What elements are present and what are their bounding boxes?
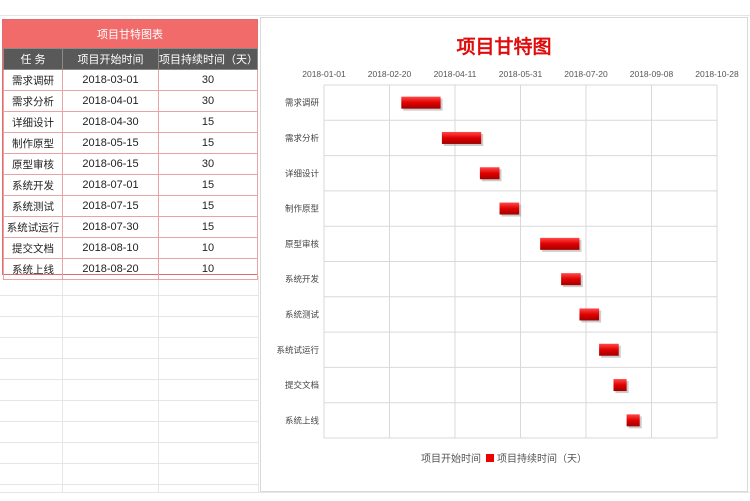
- duration-cell: 30: [158, 153, 258, 175]
- x-tick-label: 2018-02-20: [368, 69, 412, 79]
- table-row: 制作原型 2018-05-15 15: [3, 132, 258, 154]
- duration-cell: 15: [158, 132, 258, 154]
- duration-cell: 10: [158, 237, 258, 259]
- x-tick-label: 2018-04-11: [434, 69, 477, 79]
- duration-bar: [613, 379, 627, 392]
- gantt-chart[interactable]: 项目甘特图 2018-01-01 2018-02-20 2018-04-11 2018…: [260, 17, 748, 492]
- task-cell: 提交文档: [3, 237, 63, 259]
- start-cell: 2018-06-15: [62, 153, 159, 175]
- task-cell: 需求调研: [3, 69, 63, 91]
- chart-legend: 项目开始时间 项目持续时间（天）: [261, 450, 747, 465]
- duration-bar: [479, 167, 500, 180]
- task-cell: 系统开发: [3, 174, 63, 196]
- y-category-label: 系统开发: [285, 274, 320, 285]
- duration-bar: [499, 202, 520, 215]
- duration-cell: 15: [158, 111, 258, 133]
- task-table: 任 务 项目开始时间 项目持续时间（天） 需求调研 2018-03-01 30 需求分…: [3, 48, 258, 280]
- start-cell: 2018-05-15: [62, 132, 159, 154]
- y-category-label: 原型审核: [285, 239, 320, 250]
- table-row: 系统上线 2018-08-20 10: [3, 258, 258, 280]
- duration-bar: [561, 273, 581, 286]
- duration-bar: [441, 131, 482, 144]
- start-cell: 2018-07-01: [62, 174, 159, 196]
- table-header-row: 任 务 项目开始时间 项目持续时间（天）: [3, 48, 258, 70]
- x-tick-label: 2018-10-28: [695, 69, 739, 79]
- header-start: 项目开始时间: [62, 48, 159, 70]
- duration-cell: 15: [158, 174, 258, 196]
- duration-bar: [599, 343, 619, 356]
- task-cell: 制作原型: [3, 132, 63, 154]
- start-cell: 2018-08-20: [62, 258, 159, 280]
- table-row: 原型审核 2018-06-15 30: [3, 153, 258, 175]
- duration-cell: 10: [158, 258, 258, 280]
- legend-duration-label: 项目持续时间（天）: [497, 454, 587, 465]
- table-row: 详细设计 2018-04-30 15: [3, 111, 258, 133]
- task-cell: 需求分析: [3, 90, 63, 112]
- start-cell: 2018-04-01: [62, 90, 159, 112]
- start-cell: 2018-07-30: [62, 216, 159, 238]
- x-tick-label: 2018-07-20: [564, 69, 608, 79]
- table-row: 需求调研 2018-03-01 30: [3, 69, 258, 91]
- header-duration: 项目持续时间（天）: [158, 48, 258, 70]
- duration-bar: [579, 308, 600, 321]
- task-cell: 系统试运行: [3, 216, 63, 238]
- x-tick-label: 2018-09-08: [630, 69, 674, 79]
- legend-start-label: 项目开始时间: [421, 454, 481, 465]
- duration-cell: 15: [158, 216, 258, 238]
- y-category-label: 需求分析: [285, 133, 320, 144]
- duration-cell: 30: [158, 90, 258, 112]
- table-row: 系统测试 2018-07-15 15: [3, 195, 258, 217]
- task-cell: 详细设计: [3, 111, 63, 133]
- x-tick-label: 2018-01-01: [302, 69, 346, 79]
- duration-cell: 15: [158, 195, 258, 217]
- y-category-label: 详细设计: [285, 168, 320, 179]
- duration-bar: [401, 96, 441, 109]
- table-row: 系统试运行 2018-07-30 15: [3, 216, 258, 238]
- duration-bar: [540, 237, 580, 250]
- table-row: 系统开发 2018-07-01 15: [3, 174, 258, 196]
- header-task: 任 务: [3, 48, 63, 70]
- task-cell: 原型审核: [3, 153, 63, 175]
- y-category-label: 系统上线: [285, 415, 320, 426]
- y-category-label: 提交文档: [285, 380, 319, 391]
- gantt-table: 项目甘特图表 任 务 项目开始时间 项目持续时间（天） 需求调研 2018-03-…: [2, 19, 258, 280]
- duration-cell: 30: [158, 69, 258, 91]
- gantt-plot: 2018-01-01 2018-02-20 2018-04-11 2018-05-31…: [276, 69, 739, 439]
- y-category-label: 系统试运行: [276, 345, 319, 356]
- duration-bar: [626, 414, 640, 427]
- chart-title: 项目甘特图: [456, 36, 552, 58]
- legend-duration-swatch: [486, 453, 494, 462]
- y-category-label: 系统测试: [285, 309, 320, 320]
- x-tick-label: 2018-05-31: [499, 69, 543, 79]
- start-cell: 2018-04-30: [62, 111, 159, 133]
- task-cell: 系统测试: [3, 195, 63, 217]
- start-cell: 2018-07-15: [62, 195, 159, 217]
- table-row: 需求分析 2018-04-01 30: [3, 90, 258, 112]
- y-category-label: 需求调研: [285, 98, 320, 109]
- table-title: 项目甘特图表: [3, 20, 257, 48]
- start-cell: 2018-08-10: [62, 237, 159, 259]
- table-row: 提交文档 2018-08-10 10: [3, 237, 258, 259]
- start-cell: 2018-03-01: [62, 69, 159, 91]
- task-cell: 系统上线: [3, 258, 63, 280]
- y-category-label: 制作原型: [285, 204, 320, 215]
